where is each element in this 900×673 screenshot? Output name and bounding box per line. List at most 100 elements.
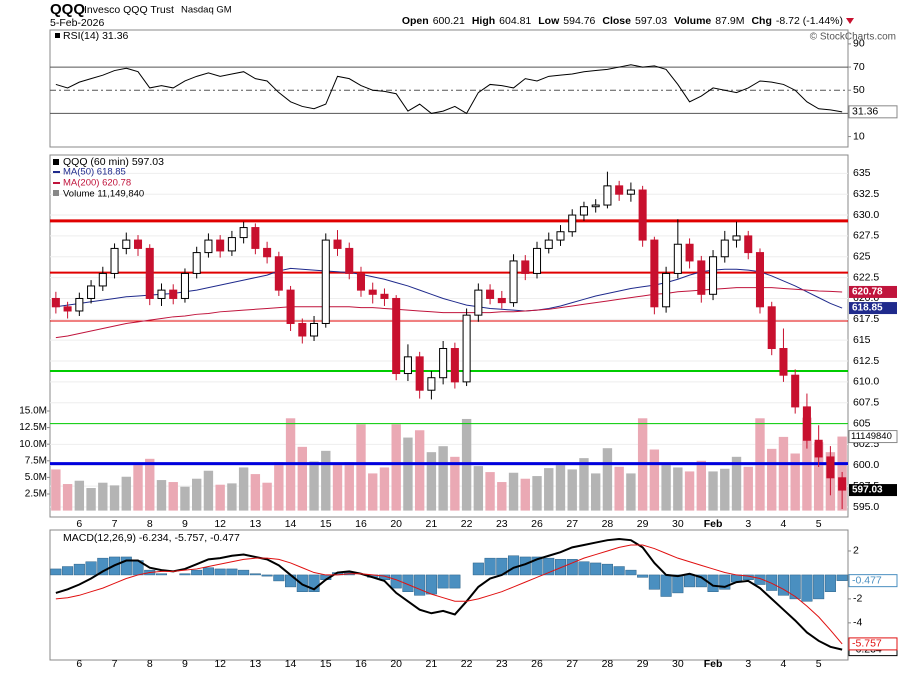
volume-bar (238, 467, 249, 511)
y-tick-label: 632.5 (853, 188, 879, 200)
candle-body (579, 206, 588, 216)
candle-body (392, 297, 401, 375)
volume-bar (379, 467, 390, 511)
quote-label: Open (402, 15, 429, 27)
candle-body (509, 260, 518, 304)
quote-value: 604.81 (499, 15, 531, 27)
histogram-bar (672, 574, 684, 594)
quote-label: Low (538, 15, 560, 27)
candle-body (368, 289, 377, 295)
candle-body (685, 243, 694, 262)
histogram-bar (813, 574, 825, 600)
ma-value-box (849, 285, 897, 298)
candle-body (755, 252, 765, 308)
x-tick-label: 7 (112, 518, 118, 530)
volume-bar (614, 466, 624, 511)
candle-body (286, 289, 295, 324)
histogram-bar (637, 574, 649, 578)
y-tick-label: 625 (853, 251, 871, 263)
y-tick-label: 630.0 (853, 209, 879, 221)
volume-bar (203, 470, 214, 511)
volume-tick-label: 10.0M (19, 439, 47, 450)
y-tick-label: 2 (853, 545, 859, 557)
macd-value-box (848, 637, 898, 651)
histogram-bar (73, 563, 85, 576)
histogram-bar (155, 573, 168, 576)
volume-bar (180, 486, 190, 511)
volume-bar (74, 480, 85, 511)
x-tick-label: 12 (214, 658, 226, 670)
histogram-bar (50, 568, 62, 576)
volume-bar (602, 448, 613, 511)
histogram-bar (449, 574, 461, 589)
x-tick-label: 5 (816, 518, 822, 530)
volume-bar (508, 472, 519, 511)
y-tick-label: 600.0 (853, 459, 879, 471)
histogram-bar (836, 574, 848, 581)
histogram-bar (308, 574, 320, 592)
histogram-bar (766, 574, 778, 591)
histogram-bar (590, 562, 602, 576)
candle-body (732, 235, 741, 241)
volume-bar (579, 458, 589, 511)
x-tick-label: 21 (426, 658, 438, 670)
rsi-panel (49, 29, 849, 148)
candle-body (450, 348, 459, 383)
candle-body (356, 272, 366, 291)
candle-body (157, 289, 166, 299)
candle-body (263, 247, 272, 258)
volume-value: 11149840 (851, 431, 892, 442)
candle-body (87, 285, 96, 299)
volume-bar (790, 453, 800, 511)
x-tick-label: Feb (704, 658, 723, 670)
x-tick-label: 14 (285, 658, 297, 670)
histogram-bar (273, 574, 285, 582)
histogram-bar (179, 573, 191, 576)
down-arrow (846, 18, 854, 24)
histogram-bar (249, 573, 261, 576)
y-tick-label: 622.5 (853, 271, 879, 283)
candle-body (333, 239, 342, 249)
candle-body (427, 377, 436, 391)
y-tick-label: 595.0 (853, 501, 879, 513)
candle-body (521, 260, 530, 274)
volume-bar (98, 482, 108, 511)
candle-body (145, 247, 154, 299)
candle-body (439, 348, 448, 379)
candle-body (638, 189, 647, 241)
candle-body (251, 227, 260, 249)
volume-bar (778, 436, 789, 511)
x-tick-label: 28 (602, 658, 614, 670)
x-tick-label: 13 (250, 658, 262, 670)
volume-bar (274, 462, 284, 511)
x-tick-label: 23 (496, 518, 508, 530)
candle-body (532, 247, 542, 274)
candle-body (345, 247, 354, 274)
histogram-bar (531, 556, 543, 576)
volume-tick-label: 7.5M (25, 455, 47, 466)
volume-tick-label: 2.5M (25, 489, 47, 500)
y-tick-label: 635 (853, 167, 871, 179)
volume-bar (62, 484, 73, 511)
histogram-bar (402, 574, 414, 592)
legend-entry: MA(50) 618.85 (63, 167, 126, 178)
volume-bar (813, 442, 824, 511)
candle-body (192, 252, 201, 274)
x-tick-label: 6 (76, 518, 82, 530)
volume-bar (520, 478, 530, 511)
histogram-bar (202, 567, 214, 576)
y-tick-label: 612.5 (853, 355, 879, 367)
candle-body (779, 348, 788, 376)
quote-value: -8.72 (-1.44%) (776, 15, 843, 27)
histogram-bar (789, 574, 801, 600)
candle-body (51, 297, 60, 308)
date: 5-Feb-2026 (50, 17, 104, 29)
macd-value-box (848, 574, 898, 588)
x-tick-label: 23 (496, 658, 508, 670)
volume-bar (145, 458, 155, 511)
volume-legend: Volume 11,149,840 (63, 189, 144, 200)
volume-bar (426, 452, 437, 511)
volume-bar (696, 460, 707, 511)
candle-body (403, 356, 412, 375)
volume-bar (708, 471, 718, 511)
